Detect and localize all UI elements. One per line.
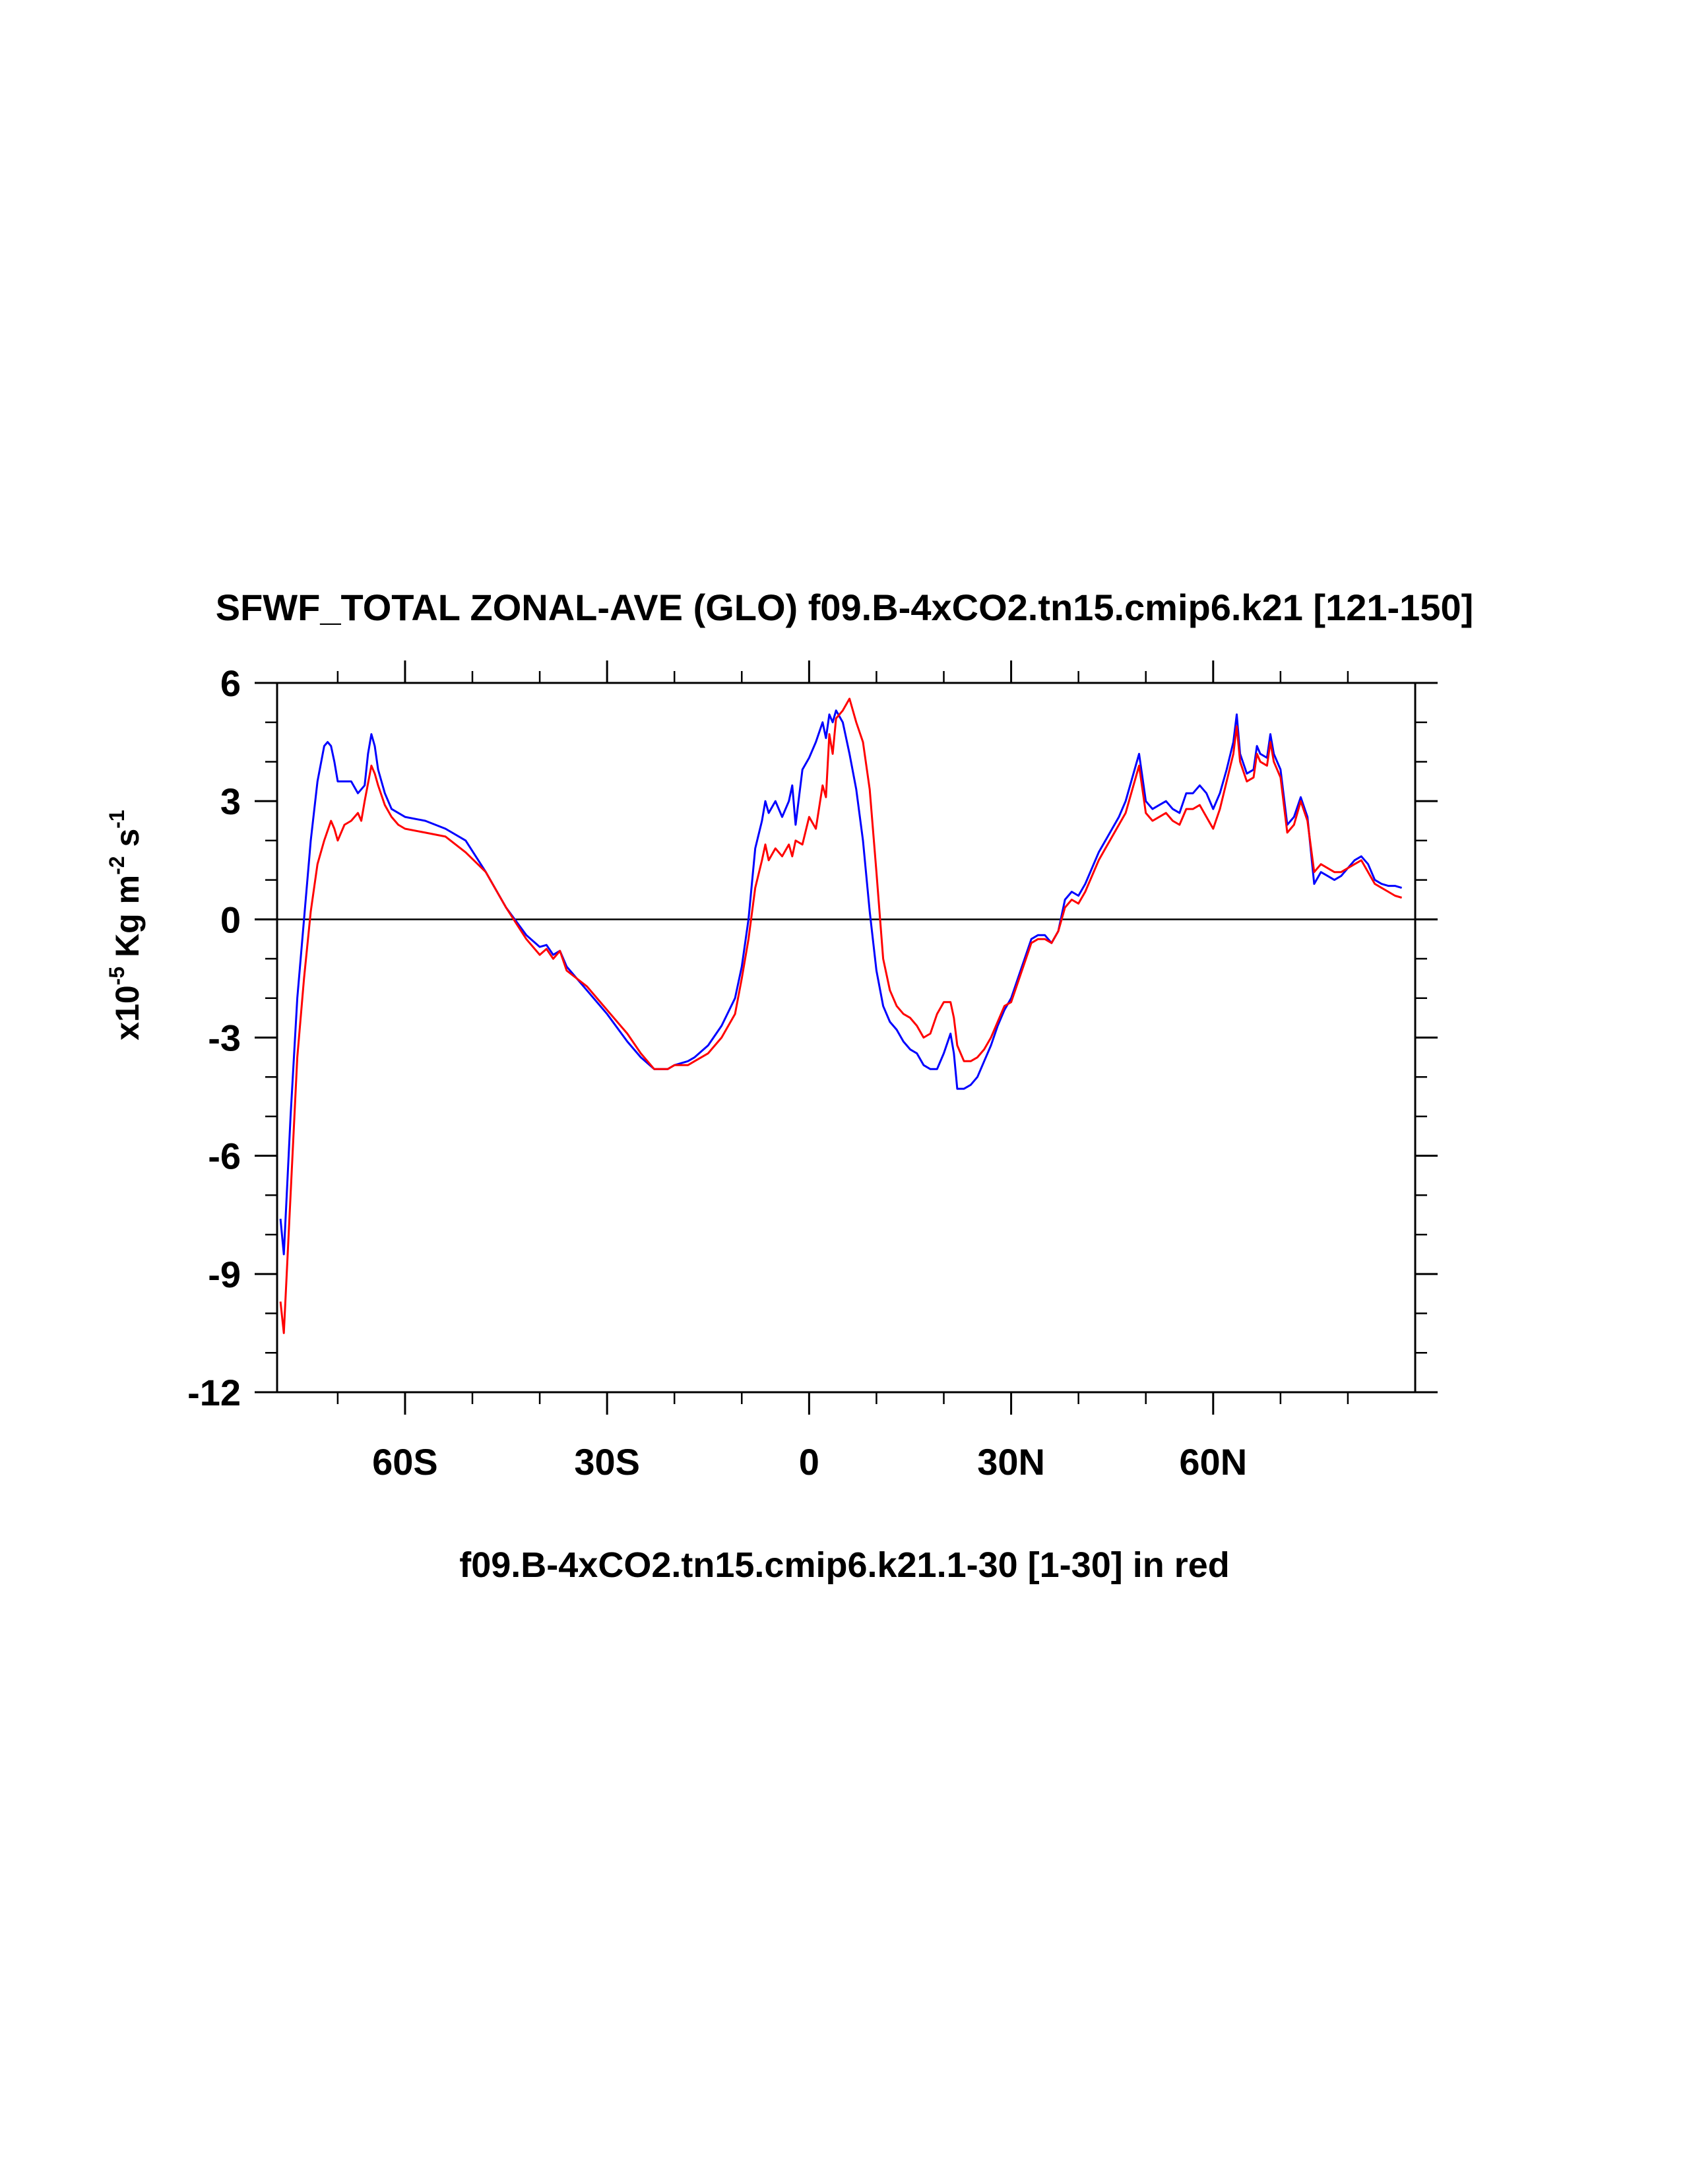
- x-tick-label: 30N: [977, 1441, 1045, 1483]
- x-tick-label: 0: [799, 1441, 819, 1483]
- y-tick-label: 0: [220, 899, 241, 940]
- y-tick-label: 3: [220, 781, 241, 822]
- y-tick-label: -12: [187, 1372, 241, 1413]
- y-tick-label: -6: [208, 1136, 241, 1177]
- x-tick-label: 60N: [1179, 1441, 1247, 1483]
- chart-title: SFWF_TOTAL ZONAL-AVE (GLO) f09.B-4xCO2.t…: [216, 587, 1474, 628]
- svg-text:x10-5 Kg m-2 s-1: x10-5 Kg m-2 s-1: [105, 810, 146, 1040]
- y-tick-label: 6: [220, 662, 241, 704]
- plot-frame: [276, 682, 1417, 1394]
- series-line-blue: [279, 709, 1403, 1256]
- y-tick-label: -9: [208, 1254, 241, 1295]
- x-tick-label: 30S: [574, 1441, 640, 1483]
- y-axis-label: x10-5 Kg m-2 s-1: [105, 810, 146, 1040]
- y-tick-label: -3: [208, 1017, 241, 1059]
- x-axis-label: f09.B-4xCO2.tn15.cmip6.k21.1-30 [1-30] i…: [459, 1545, 1230, 1585]
- x-tick-label: 60S: [372, 1441, 438, 1483]
- series-line-red: [279, 697, 1403, 1334]
